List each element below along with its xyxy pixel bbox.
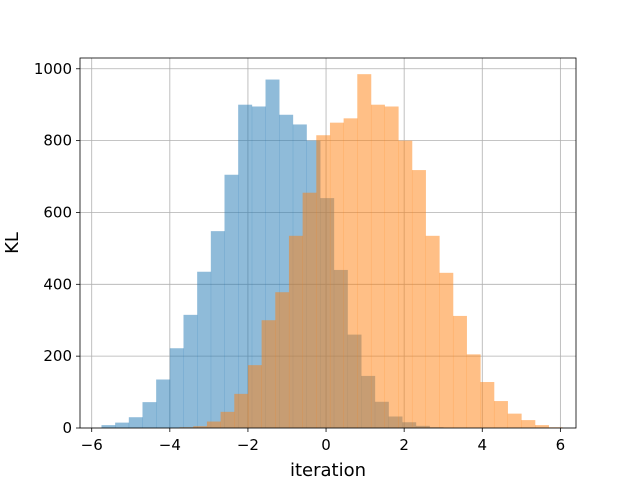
histogram-bar (316, 135, 331, 428)
histogram-bar (507, 413, 522, 428)
histogram-bar (261, 320, 276, 428)
x-tick-label: 6 (556, 436, 566, 454)
y-tick-label: 0 (62, 419, 72, 437)
histogram-bar (425, 235, 440, 428)
histogram-bar (357, 74, 372, 429)
y-tick-label: 200 (43, 347, 72, 365)
histogram-bar (521, 420, 536, 428)
y-tick-label: 400 (43, 275, 72, 293)
bars-layer (101, 74, 563, 429)
series-2 (179, 74, 563, 429)
y-tick-label: 1000 (34, 60, 72, 78)
histogram-bar (234, 393, 249, 428)
histogram-bar (452, 315, 467, 428)
x-tick-label: 2 (399, 436, 409, 454)
y-axis-label: KL (2, 232, 23, 254)
plot-frame (79, 57, 577, 429)
histogram-bar (206, 421, 221, 428)
x-axis-label: iteration (290, 460, 366, 480)
histogram-bar (156, 379, 171, 428)
histogram-bar (329, 122, 344, 429)
histogram-bar (193, 426, 208, 428)
histogram-bar (210, 231, 225, 428)
histogram-bar (169, 348, 184, 428)
x-tick-label: −2 (237, 436, 259, 454)
histogram-bar (384, 106, 399, 428)
histogram-bar (398, 140, 413, 429)
histogram-bar (493, 401, 508, 428)
histogram-bar (439, 272, 454, 428)
histogram-bar (197, 271, 212, 428)
histogram-bar (288, 235, 303, 428)
x-tick-label: 0 (321, 436, 331, 454)
x-tick-label: 4 (477, 436, 487, 454)
histogram-bar (183, 314, 198, 428)
x-tick-label: −6 (81, 436, 103, 454)
histogram-bar (302, 192, 317, 428)
histogram-bar (142, 402, 157, 428)
histogram-bar (534, 425, 549, 428)
histogram-bar (466, 354, 481, 428)
ticks-layer: −6 −4 −2 0 2 4 6 0 200 400 600 800 1000 (34, 60, 565, 454)
histogram-bar (480, 382, 495, 428)
histogram-bar (101, 425, 116, 428)
histogram-bar (275, 292, 290, 428)
histogram-bar (115, 422, 130, 428)
histogram-bar (128, 417, 143, 428)
histogram-bar (411, 170, 426, 428)
y-tick-label: 600 (43, 203, 72, 221)
histogram-bar (247, 365, 262, 428)
x-tick-label: −4 (159, 436, 181, 454)
histogram-bar (224, 174, 239, 428)
y-tick-label: 800 (43, 132, 72, 150)
histogram-bar (220, 411, 235, 428)
histogram-bar (370, 104, 385, 428)
histogram-bar (238, 104, 253, 428)
histogram-bar (343, 118, 358, 428)
